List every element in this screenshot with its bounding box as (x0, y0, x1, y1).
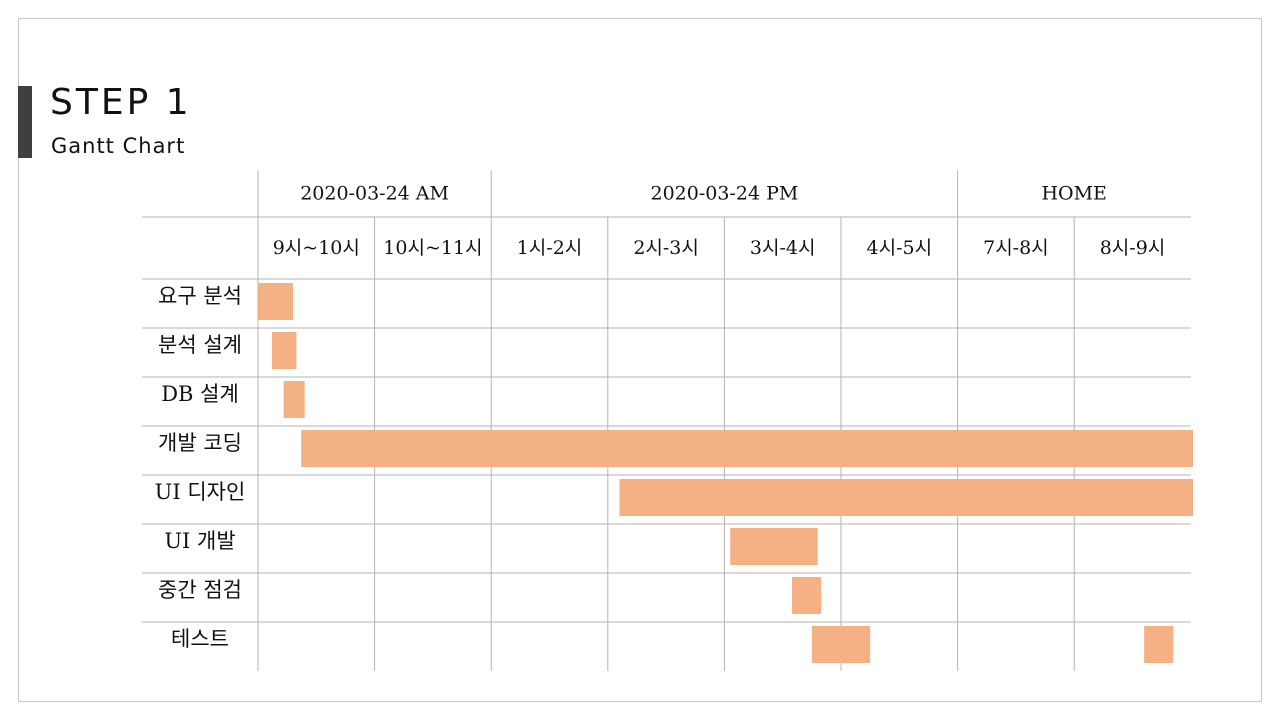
task-bar (730, 528, 818, 565)
task-label: 중간 점검 (158, 578, 242, 602)
task-bar (619, 479, 1193, 516)
column-header: 4시-5시 (867, 237, 933, 259)
task-bar (301, 430, 1194, 467)
step-title: STEP 1 (50, 82, 192, 123)
column-header: 9시~10시 (273, 237, 360, 259)
title-accent-bar (18, 86, 32, 158)
task-label: 개발 코딩 (158, 431, 242, 455)
column-header: 2시-3시 (633, 237, 699, 259)
task-label: UI 개발 (164, 529, 235, 553)
column-header: 7시-8시 (983, 237, 1049, 259)
task-label: UI 디자인 (155, 480, 246, 504)
task-label: 테스트 (171, 627, 229, 651)
task-label: 요구 분석 (158, 284, 242, 308)
task-bar (283, 381, 305, 418)
column-header: 8시-9시 (1100, 237, 1166, 259)
group-header: 2020-03-24 PM (650, 183, 798, 205)
task-bar (271, 332, 297, 369)
task-label: DB 설계 (161, 382, 239, 406)
task-label: 분석 설계 (158, 333, 242, 357)
step-subtitle: Gantt Chart (51, 134, 186, 158)
column-header: 3시-4시 (750, 237, 816, 259)
task-bar (1144, 626, 1174, 663)
task-bar (792, 577, 822, 614)
column-header: 10시~11시 (383, 237, 482, 259)
task-bar (811, 626, 871, 663)
slide-frame (18, 18, 1262, 702)
group-header: HOME (1041, 183, 1106, 205)
task-bar (258, 283, 293, 320)
group-header: 2020-03-24 AM (300, 183, 449, 205)
column-header: 1시-2시 (517, 237, 583, 259)
